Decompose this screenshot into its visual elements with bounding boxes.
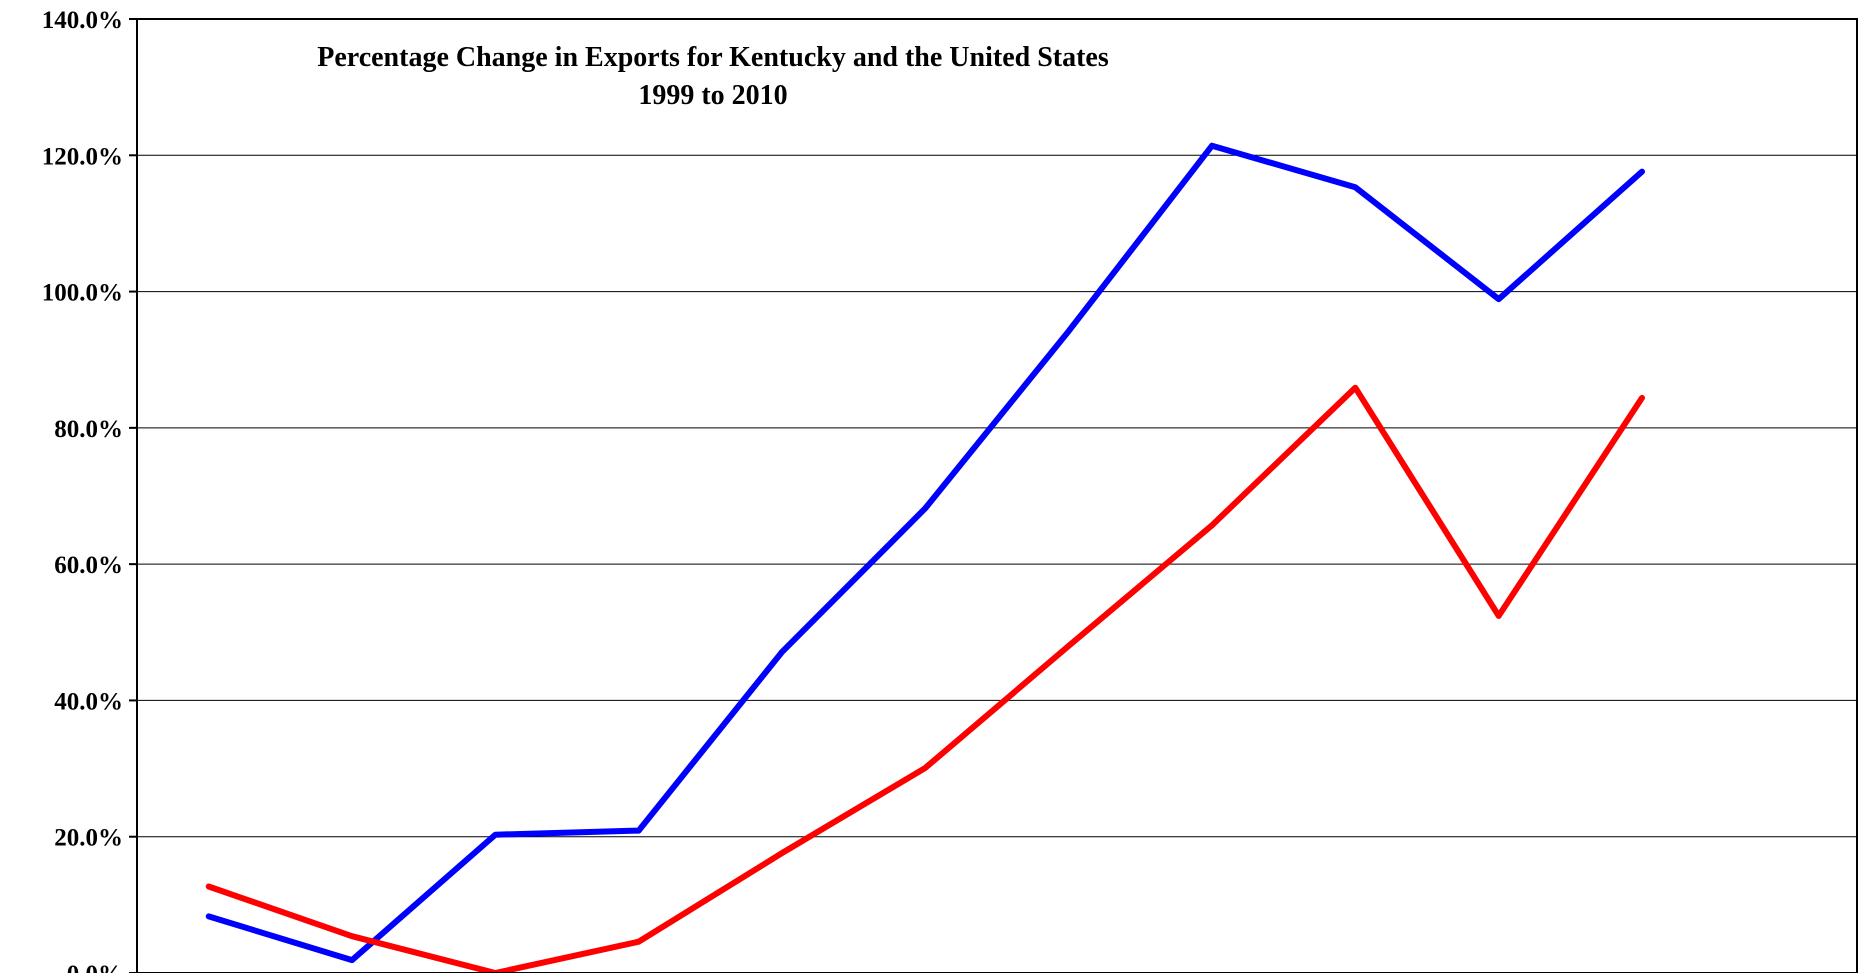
series-line-2 xyxy=(205,384,1645,976)
y-axis-ticks: 0.0% 20.0% 40.0% 60.0% 80.0% 100.0% 120.0% 140.… xyxy=(42,7,137,978)
chart-title: Percentage Change in Exports for Kentuck… xyxy=(317,42,1109,73)
gridlines xyxy=(137,154,1857,838)
y-tick-label: 60.0% xyxy=(54,552,123,579)
series-lines xyxy=(205,142,1645,976)
y-tick-label: 80.0% xyxy=(54,416,123,443)
y-tick-label: 140.0% xyxy=(42,7,123,34)
y-tick-label: 120.0% xyxy=(42,143,123,170)
series-line-1 xyxy=(205,142,1645,964)
y-tick-label: 100.0% xyxy=(42,280,123,307)
y-tick-label: 20.0% xyxy=(54,825,123,852)
chart-subtitle: 1999 to 2010 xyxy=(638,80,787,111)
y-tick-label: 40.0% xyxy=(54,688,123,715)
plot-area-frame xyxy=(136,18,1858,974)
y-tick-label: 0.0% xyxy=(67,961,123,973)
